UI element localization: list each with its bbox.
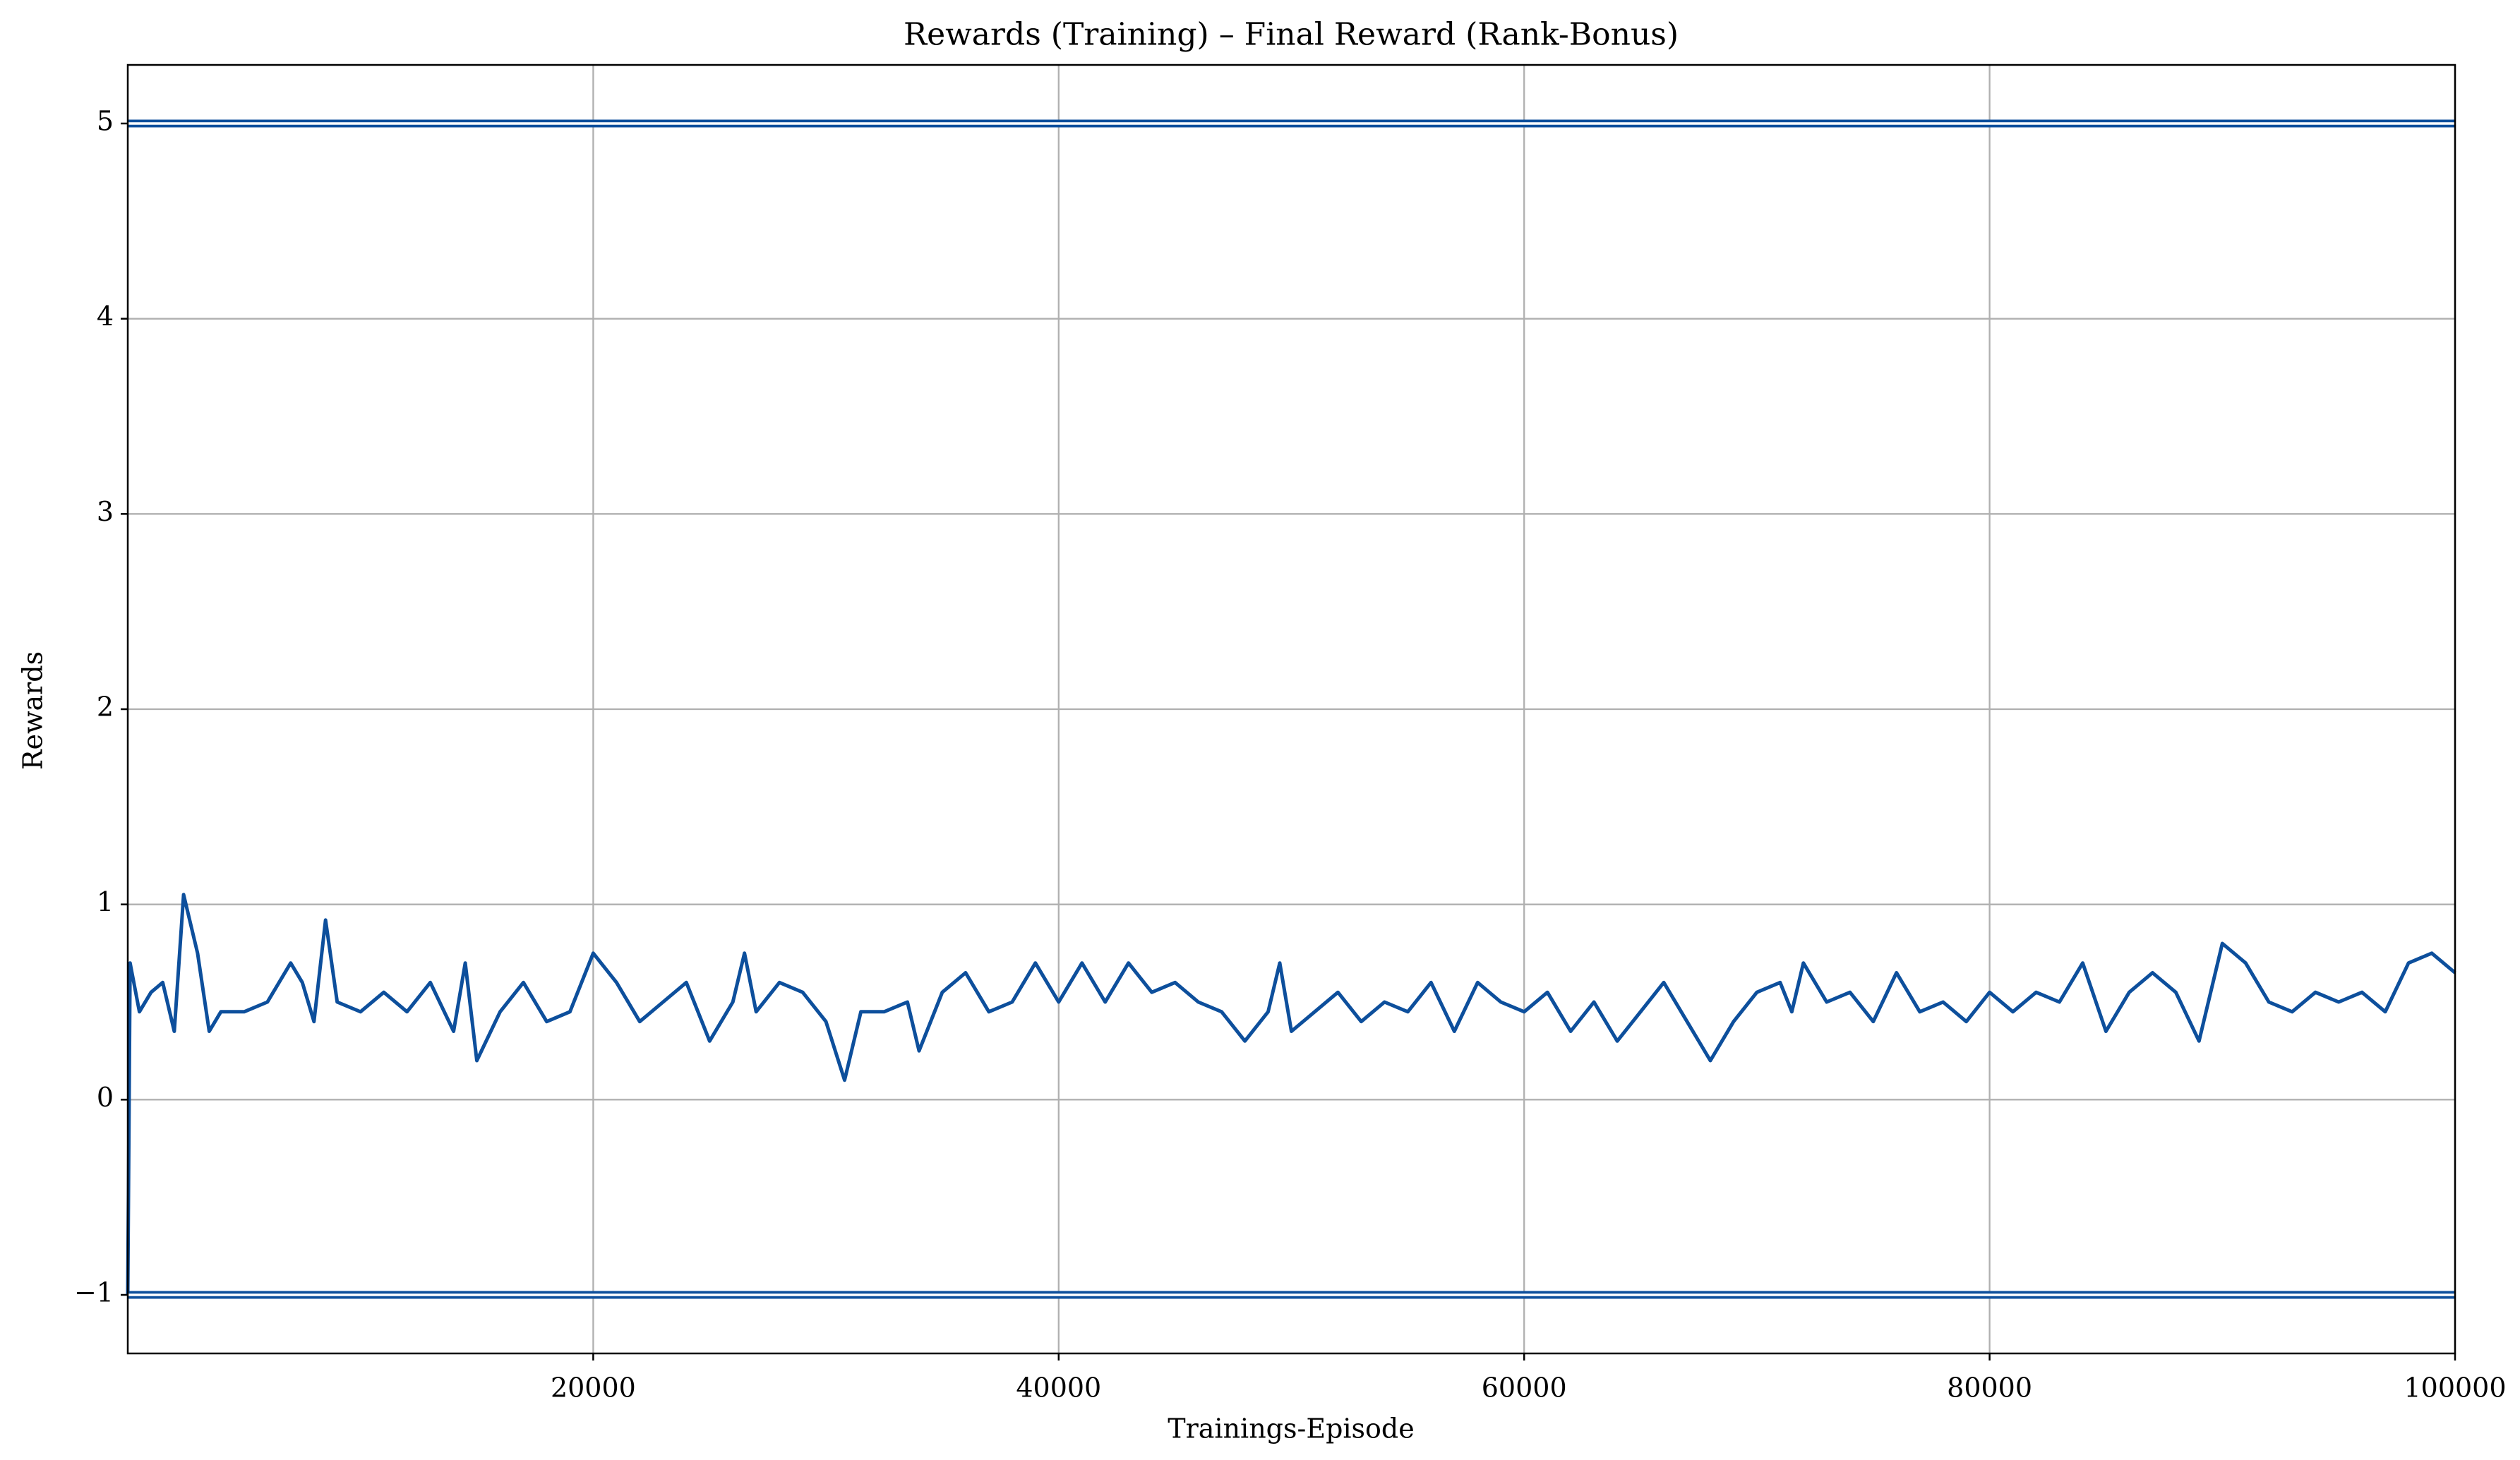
x-tick-label: 60000 [1482, 1372, 1567, 1404]
y-tick-label: 4 [97, 301, 114, 332]
x-tick-label: 100000 [2404, 1372, 2506, 1404]
x-axis-label: Trainings-Episode [1168, 1413, 1415, 1444]
x-tick-label: 80000 [1947, 1372, 2032, 1404]
y-tick-label: 1 [97, 886, 114, 917]
y-tick-label: −1 [74, 1277, 114, 1308]
y-tick-label: 5 [97, 106, 114, 137]
chart-title: Rewards (Training) – Final Reward (Rank-… [904, 17, 1679, 53]
x-tick-label: 40000 [1016, 1372, 1101, 1404]
y-tick-label: 3 [97, 496, 114, 527]
y-tick-label: 0 [97, 1082, 114, 1113]
y-tick-label: 2 [97, 692, 114, 723]
y-axis-label: Rewards [18, 651, 49, 770]
plot-area [126, 119, 2456, 1299]
line-series [126, 893, 2456, 1296]
x-tick-label: 20000 [551, 1372, 636, 1404]
